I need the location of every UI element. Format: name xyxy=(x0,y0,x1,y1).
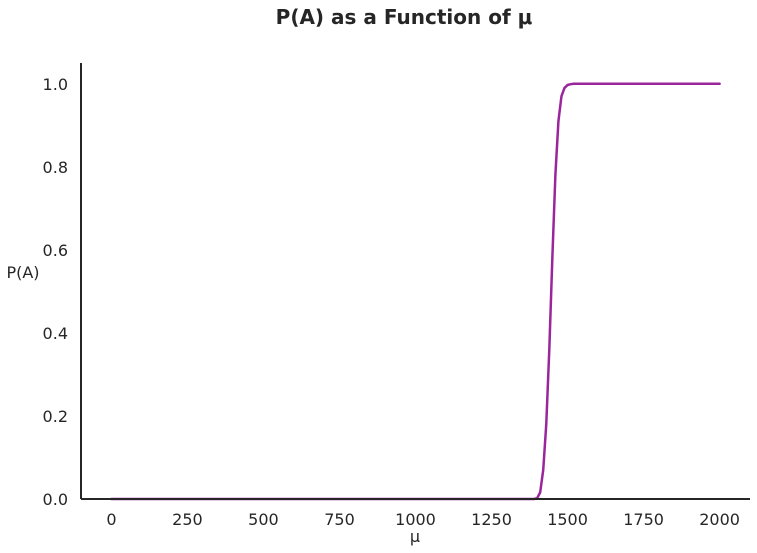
y-tick-label: 0.6 xyxy=(43,241,68,260)
y-tick-label: 1.0 xyxy=(43,75,68,94)
series-line-p-a xyxy=(110,82,721,501)
y-axis-label: P(A) xyxy=(6,263,39,282)
x-tick-label: 1250 xyxy=(471,510,512,529)
x-tick-labels: 0 250 500 750 1000 1250 1500 1750 2000 xyxy=(106,510,740,529)
y-tick-labels: 0.0 0.2 0.4 0.6 0.8 1.0 xyxy=(43,75,68,509)
x-tick-label: 1500 xyxy=(547,510,588,529)
chart-title: P(A) as a Function of μ xyxy=(276,5,533,29)
x-tick-label: 0 xyxy=(106,510,116,529)
x-tick-label: 500 xyxy=(248,510,279,529)
x-axis-label: μ xyxy=(410,527,420,546)
y-tick-label: 0.0 xyxy=(43,490,68,509)
x-tick-label: 2000 xyxy=(699,510,740,529)
y-tick-label: 0.4 xyxy=(43,324,68,343)
y-tick-label: 0.8 xyxy=(43,158,68,177)
x-tick-label: 250 xyxy=(172,510,203,529)
x-tick-label: 750 xyxy=(324,510,355,529)
plot-area xyxy=(110,82,721,501)
x-tick-label: 1750 xyxy=(623,510,664,529)
x-tick-label: 1000 xyxy=(395,510,436,529)
y-tick-label: 0.2 xyxy=(43,407,68,426)
